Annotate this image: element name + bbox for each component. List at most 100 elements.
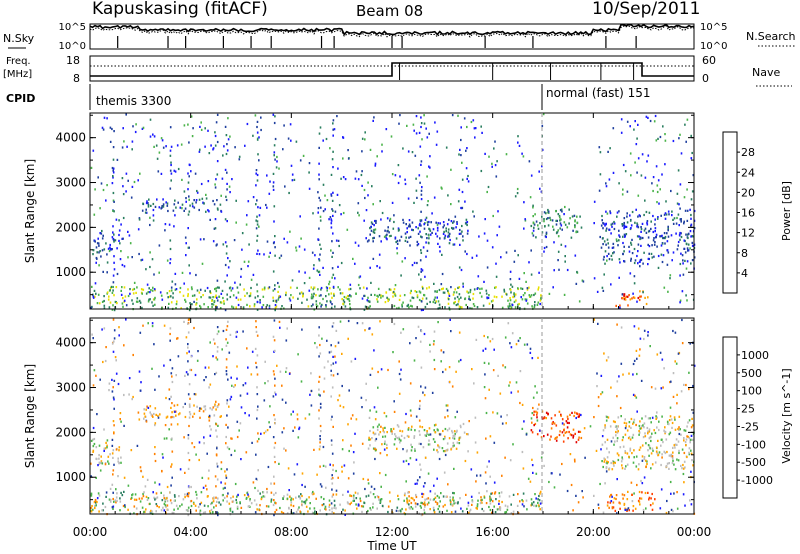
- heatmap-cell: [463, 431, 466, 434]
- heatmap-cell: [101, 126, 104, 129]
- heatmap-cell: [362, 505, 365, 508]
- heatmap-cell: [112, 469, 115, 472]
- heatmap-cell: [268, 421, 270, 424]
- heatmap-cell: [333, 294, 335, 297]
- heatmap-cell: [680, 390, 683, 393]
- heatmap-cell: [670, 418, 673, 421]
- heatmap-cell: [641, 417, 643, 420]
- heatmap-cell: [419, 399, 421, 403]
- heatmap-cell: [274, 288, 276, 291]
- heatmap-cell: [214, 131, 216, 134]
- heatmap-cell: [541, 165, 543, 168]
- heatmap-cell: [675, 232, 677, 235]
- heatmap-cell: [106, 439, 109, 442]
- heatmap-cell: [232, 306, 235, 309]
- heatmap-cell: [210, 508, 213, 511]
- heatmap-cell: [633, 261, 636, 265]
- heatmap-cell: [622, 436, 624, 439]
- heatmap-cell: [674, 360, 676, 363]
- heatmap-cell: [419, 433, 421, 436]
- heatmap-cell: [404, 232, 407, 235]
- heatmap-cell: [609, 210, 611, 213]
- heatmap-cell: [360, 396, 363, 399]
- heatmap-cell: [524, 292, 526, 295]
- heatmap-cell: [436, 235, 439, 238]
- heatmap-cell: [142, 324, 144, 327]
- heatmap-cell: [539, 429, 541, 432]
- heatmap-cell: [658, 420, 660, 423]
- heatmap-cell: [660, 253, 663, 256]
- heatmap-cell: [99, 461, 101, 465]
- heatmap-cell: [684, 251, 687, 254]
- heatmap-cell: [256, 234, 259, 237]
- heatmap-cell: [169, 239, 172, 242]
- heatmap-cell: [553, 422, 556, 425]
- heatmap-cell: [182, 294, 185, 297]
- heatmap-cell: [396, 447, 398, 450]
- heatmap-cell: [384, 473, 387, 477]
- heatmap-cell: [165, 416, 168, 419]
- heatmap-cell: [107, 460, 109, 463]
- heatmap-cell: [555, 232, 558, 235]
- heatmap-cell: [163, 324, 166, 327]
- heatmap-cell: [625, 233, 628, 236]
- heatmap-cell: [215, 290, 218, 293]
- heatmap-cell: [279, 370, 282, 373]
- heatmap-cell: [679, 301, 681, 304]
- heatmap-cell: [404, 421, 407, 424]
- heatmap-cell: [109, 246, 111, 249]
- heatmap-cell: [108, 295, 110, 298]
- heatmap-cell: [620, 131, 623, 134]
- heatmap-cell: [605, 229, 607, 232]
- heatmap-cell: [633, 128, 635, 131]
- heatmap-cell: [438, 505, 441, 508]
- heatmap-cell: [418, 407, 421, 410]
- heatmap-cell: [256, 373, 259, 376]
- heatmap-cell: [458, 298, 460, 301]
- heatmap-cell: [112, 350, 115, 353]
- heatmap-cell: [390, 234, 392, 237]
- heatmap-cell: [202, 410, 205, 413]
- heatmap-cell: [224, 280, 226, 283]
- heatmap-cell: [96, 302, 99, 305]
- heatmap-cell: [235, 498, 237, 502]
- heatmap-cell: [651, 256, 654, 259]
- heatmap-cell: [158, 206, 161, 209]
- heatmap-cell: [386, 230, 388, 233]
- heatmap-cell: [660, 214, 662, 217]
- heatmap-cell: [331, 477, 334, 480]
- heatmap-cell: [429, 350, 431, 353]
- heatmap-cell: [501, 422, 504, 425]
- heatmap-cell: [507, 305, 509, 308]
- heatmap-cell: [226, 274, 228, 277]
- heatmap-cell: [266, 304, 268, 307]
- heatmap-cell: [98, 251, 100, 254]
- colorbar-tick-label: 500: [741, 367, 762, 380]
- heatmap-cell: [347, 319, 350, 323]
- heatmap-cell: [431, 231, 433, 234]
- heatmap-cell: [216, 306, 218, 309]
- heatmap-cell: [606, 238, 609, 241]
- heatmap-cell: [666, 420, 669, 423]
- heatmap-cell: [203, 405, 205, 408]
- heatmap-cell: [645, 442, 647, 445]
- heatmap-cell: [473, 215, 475, 218]
- heatmap-cell: [626, 212, 628, 215]
- heatmap-cell: [598, 146, 601, 149]
- heatmap-cell: [287, 467, 290, 470]
- heatmap-cell: [383, 411, 386, 415]
- heatmap-cell: [412, 123, 415, 126]
- heatmap-cell: [132, 288, 134, 291]
- heatmap-cell: [433, 282, 435, 285]
- heatmap-cell: [681, 290, 684, 293]
- heatmap-cell: [429, 508, 431, 511]
- colorbar-tick-label: 1000: [741, 349, 769, 362]
- heatmap-cell: [237, 493, 239, 496]
- heatmap-cell: [202, 294, 204, 297]
- heatmap-cell: [318, 270, 321, 273]
- heatmap-cell: [185, 197, 187, 200]
- heatmap-cell: [102, 360, 104, 364]
- heatmap-cell: [197, 505, 200, 509]
- heatmap-cell: [226, 468, 228, 471]
- heatmap-cell: [121, 302, 124, 305]
